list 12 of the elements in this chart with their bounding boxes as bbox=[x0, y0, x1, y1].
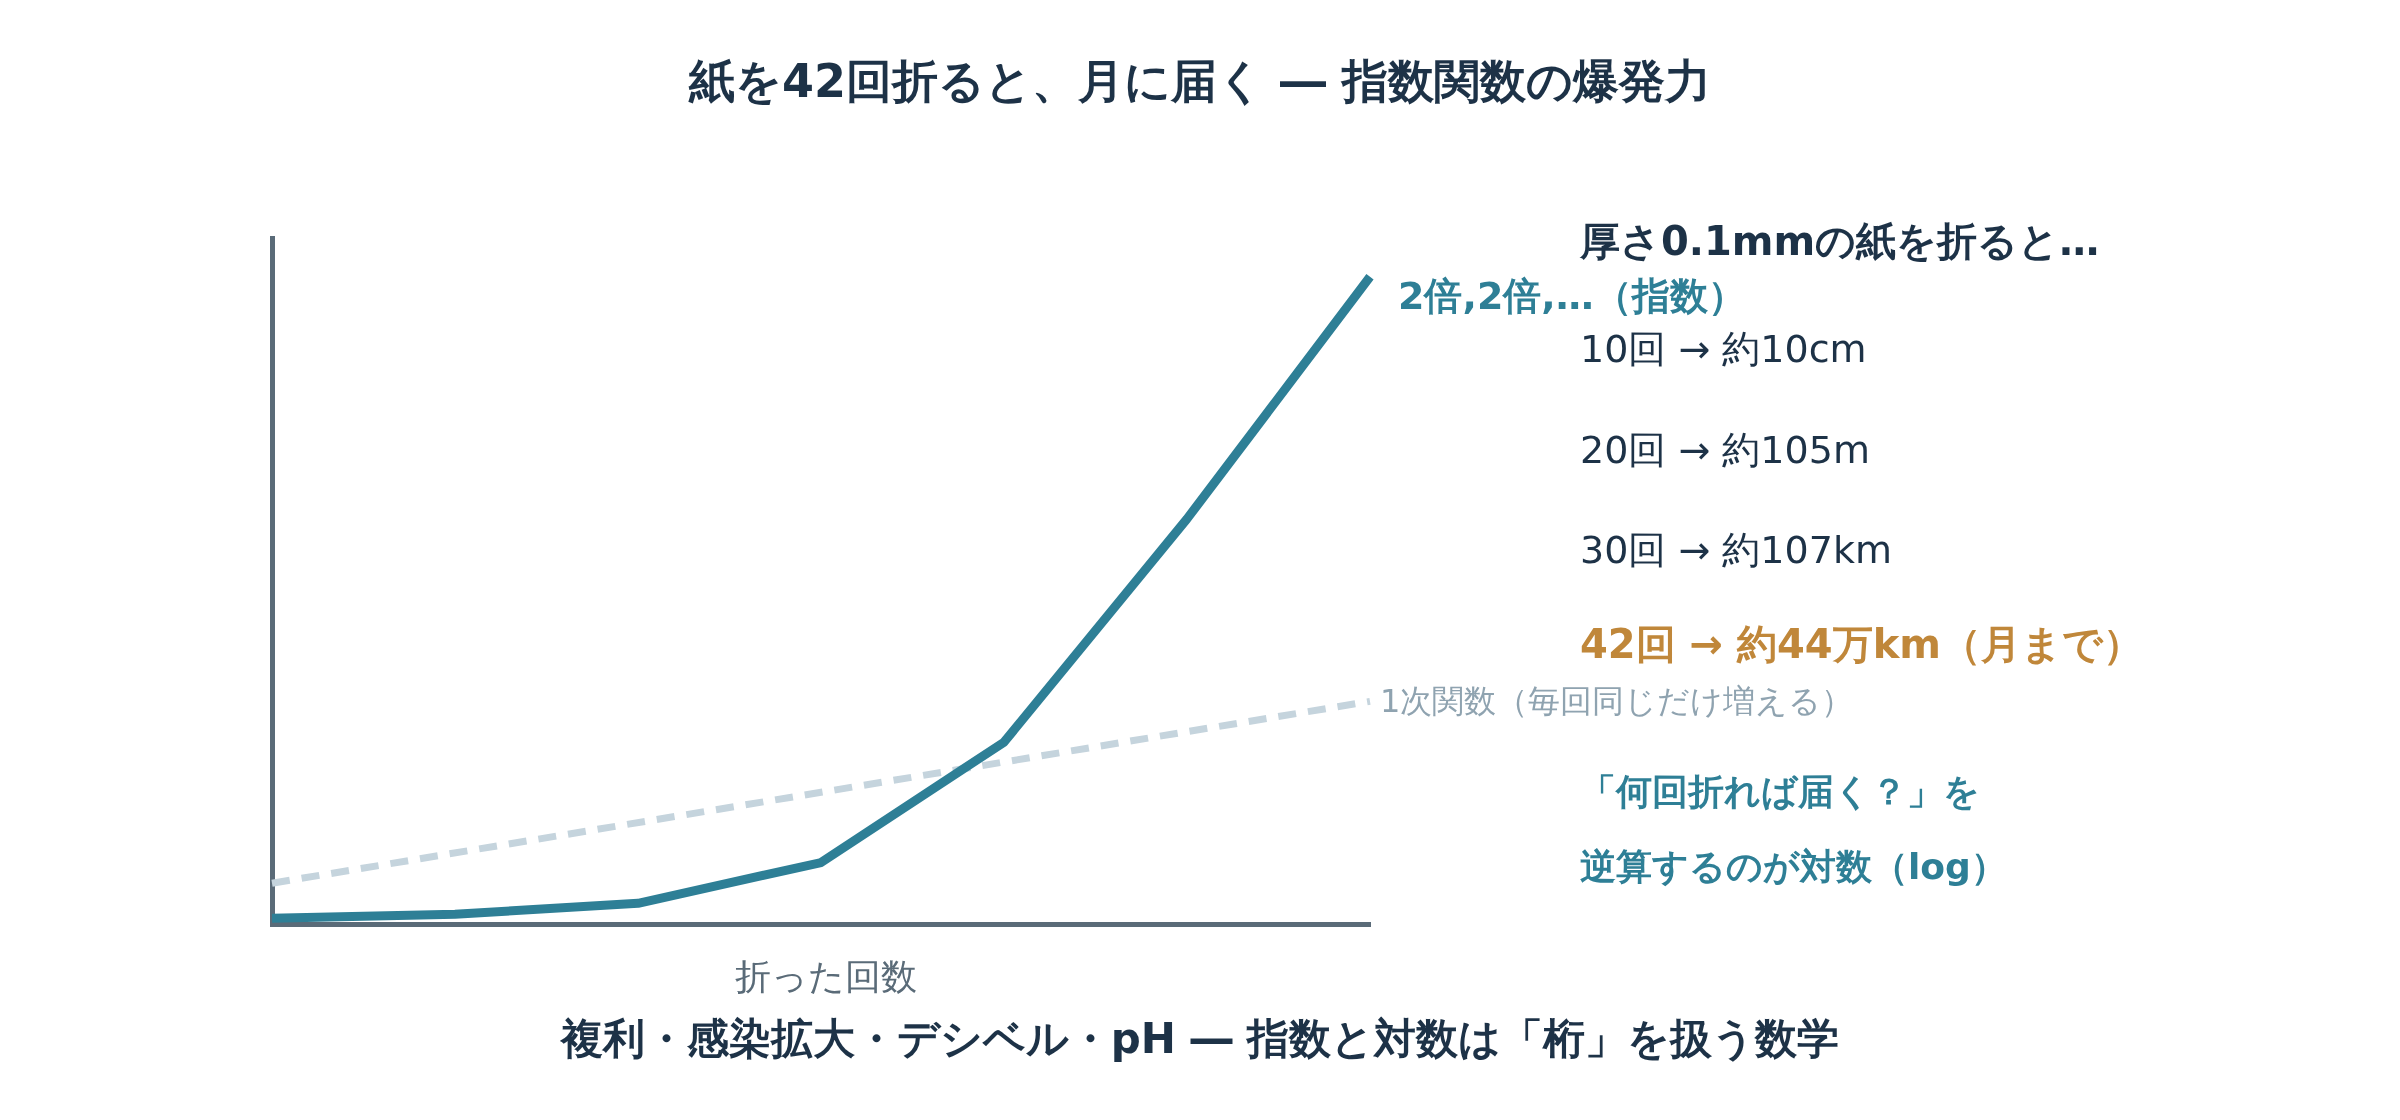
series-label: 1次関数（毎回同じだけ増える） bbox=[1380, 681, 1854, 720]
text: 20回 → 約105m bbox=[1580, 427, 1870, 472]
text: 30回 → 約107km bbox=[1580, 527, 1892, 572]
text: 「何回折れば届く？」を bbox=[1580, 771, 1980, 813]
text: 厚さ0.1mmの紙を折ると… bbox=[1579, 218, 2100, 265]
series-label: 2倍,2倍,…（指数） bbox=[1398, 273, 1746, 318]
x-axis-title: 折った回数 bbox=[735, 956, 917, 998]
text: 複利・感染拡大・デシベル・pH ― 指数と対数は「桁」を扱う数学 bbox=[558, 1013, 1840, 1063]
text: 42回 → 約44万km（月まで） bbox=[1580, 621, 2143, 668]
chart-title: 紙を42回折ると、月に届く ― 指数関数の爆発力 bbox=[687, 53, 1712, 108]
text: 10回 → 約10cm bbox=[1580, 326, 1867, 371]
text: 逆算するのが対数（log） bbox=[1580, 846, 2007, 888]
